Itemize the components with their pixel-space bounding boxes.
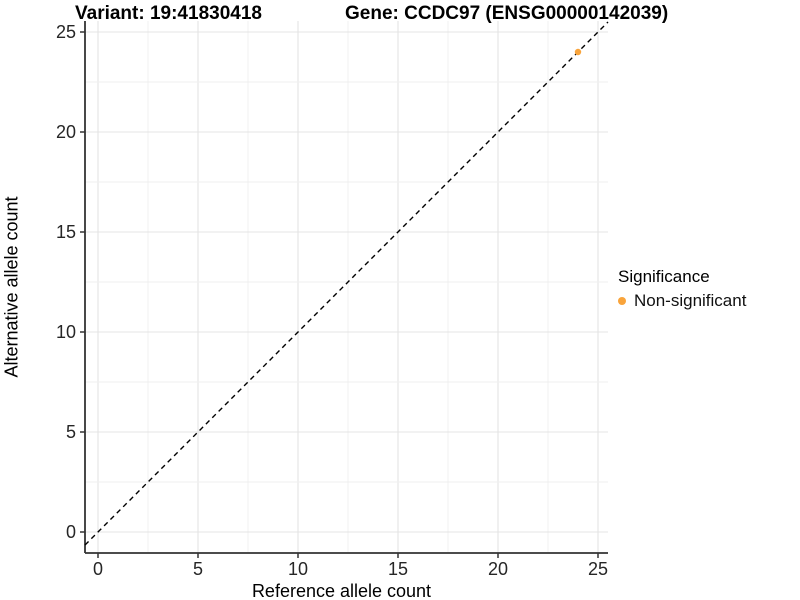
legend-item-label: Non-significant	[634, 291, 747, 310]
x-tick-label: 0	[93, 559, 103, 579]
plot-title-gene: Gene: CCDC97 (ENSG00000142039)	[345, 3, 669, 24]
legend-point-icon	[618, 297, 626, 305]
y-tick-label: 0	[66, 522, 76, 542]
legend-title: Significance	[618, 267, 710, 286]
identity-reference-line	[84, 21, 609, 546]
data-point	[574, 48, 582, 56]
x-tick-label: 20	[488, 559, 508, 579]
y-tick-label: 10	[56, 322, 76, 342]
plot-title-variant: Variant: 19:41830418	[75, 3, 262, 24]
y-tick-label: 25	[56, 22, 76, 42]
x-tick-label: 25	[588, 559, 608, 579]
y-axis-title: Alternative allele count	[1, 196, 22, 378]
x-tick-label: 10	[288, 559, 308, 579]
legend-item: Non-significant	[618, 291, 746, 311]
legend: Significance Non-significant	[618, 266, 746, 311]
x-axis-title: Reference allele count	[251, 581, 432, 600]
y-tick-label: 20	[56, 122, 76, 142]
x-tick-label: 15	[388, 559, 408, 579]
y-tick-label: 15	[56, 222, 76, 242]
x-tick-label: 5	[193, 559, 203, 579]
y-tick-label: 5	[66, 422, 76, 442]
